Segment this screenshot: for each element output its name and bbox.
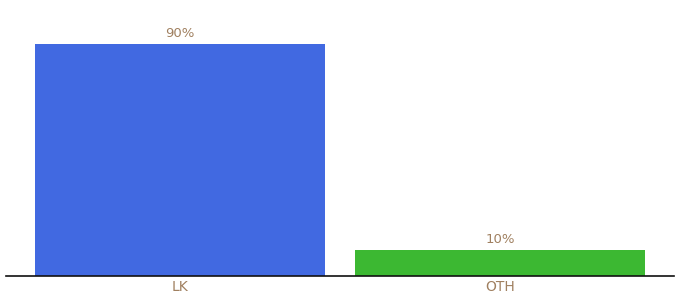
Text: 90%: 90% [165, 27, 194, 40]
Bar [35, 44, 326, 276]
Text: 10%: 10% [486, 233, 515, 246]
Bar [354, 250, 645, 276]
